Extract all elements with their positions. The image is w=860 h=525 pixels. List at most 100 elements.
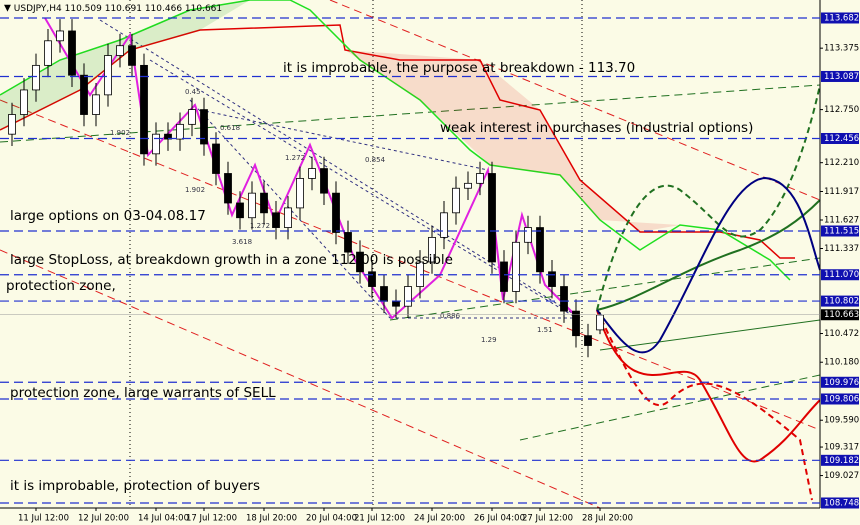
candle-body bbox=[344, 232, 352, 253]
candle-body bbox=[320, 168, 328, 194]
level-label: 111.070 bbox=[824, 270, 859, 280]
annotation: protection zone, bbox=[6, 278, 116, 294]
x-tick-label: 14 Jul 04:00 bbox=[138, 514, 189, 524]
fib-label: 0.854 bbox=[365, 156, 386, 164]
x-tick-label: 24 Jul 20:00 bbox=[414, 514, 465, 524]
y-tick-label: 111.337 bbox=[824, 244, 859, 254]
annotation: it is improbable, the purpose at breakdo… bbox=[283, 60, 635, 76]
low: 110.466 bbox=[145, 4, 182, 14]
y-tick-label: 112.210 bbox=[824, 158, 859, 168]
level-label: 113.682 bbox=[824, 13, 859, 23]
candle-body bbox=[92, 94, 100, 115]
y-tick-label: 110.472 bbox=[824, 329, 859, 339]
candle-body bbox=[188, 109, 196, 125]
candle-body bbox=[212, 143, 220, 174]
level-label: 108.748 bbox=[824, 498, 859, 508]
level-label-bg bbox=[821, 497, 859, 509]
fib-label: 1.272 bbox=[285, 154, 305, 162]
x-tick-label: 27 Jul 12:00 bbox=[522, 514, 573, 524]
annotation: weak interest in purchases (industrial o… bbox=[440, 120, 753, 136]
fib-label: 0.886 bbox=[440, 312, 461, 320]
high: 110.691 bbox=[105, 4, 142, 14]
candle-body bbox=[428, 236, 436, 263]
level-label: 109.806 bbox=[824, 394, 859, 404]
fib-label: 3.618 bbox=[232, 238, 252, 246]
y-tick-label: 110.180 bbox=[824, 358, 859, 368]
fib-labels: 1.902 0.45 0.618 1.272 0.854 1.902 3.618… bbox=[110, 88, 553, 344]
annotation: large StopLoss, at breakdown growth in a… bbox=[10, 252, 453, 268]
level-label: 113.087 bbox=[824, 72, 859, 82]
candle-body bbox=[56, 30, 64, 42]
x-tick-label: 17 Jul 12:00 bbox=[186, 514, 237, 524]
level-label-bg bbox=[821, 376, 859, 388]
annotations: it is improbable, the purpose at breakdo… bbox=[6, 60, 753, 494]
candle-body bbox=[536, 227, 544, 273]
candle-body bbox=[356, 251, 364, 273]
candle-body bbox=[152, 133, 160, 155]
fib-label: 1.29 bbox=[481, 336, 497, 344]
level-label-bg bbox=[821, 225, 859, 237]
candle-body bbox=[368, 271, 376, 287]
candle-body bbox=[560, 286, 568, 312]
candle-body bbox=[8, 114, 16, 135]
current-price-label: 110.663 bbox=[824, 310, 859, 320]
fib-label: 1.902 bbox=[185, 186, 205, 194]
marks bbox=[8, 19, 604, 358]
x-tick-label: 26 Jul 04:00 bbox=[474, 514, 525, 524]
candle-body bbox=[464, 182, 472, 189]
candle-body bbox=[548, 271, 556, 287]
candle-body bbox=[32, 64, 40, 91]
level-label-bg bbox=[821, 454, 859, 466]
candle-body bbox=[236, 202, 244, 219]
level-label-bg bbox=[821, 269, 859, 281]
level-label-bg bbox=[821, 295, 859, 307]
level-label: 109.976 bbox=[824, 378, 859, 388]
candle-body bbox=[512, 241, 520, 292]
candle-body bbox=[500, 261, 508, 292]
fib-label: 1.272 bbox=[250, 222, 270, 230]
level-label-bg bbox=[821, 12, 859, 24]
level-label: 110.802 bbox=[824, 297, 859, 307]
candle-body bbox=[596, 314, 604, 331]
x-tick-label: 18 Jul 20:00 bbox=[246, 514, 297, 524]
candle-body bbox=[128, 45, 136, 66]
y-tick-label: 109.590 bbox=[824, 416, 859, 426]
candle-body bbox=[440, 212, 448, 238]
candle-body bbox=[380, 286, 388, 302]
candle-body bbox=[140, 64, 148, 155]
annotation: large options on 03-04.08.17 bbox=[10, 208, 206, 224]
candle-body bbox=[524, 227, 532, 243]
candle-body bbox=[68, 30, 76, 76]
candle-body bbox=[260, 192, 268, 214]
level-label-bg bbox=[821, 393, 859, 405]
candle-body bbox=[80, 74, 88, 115]
candle-body bbox=[332, 192, 340, 233]
y-tick-label: 111.917 bbox=[824, 187, 859, 197]
candle-body bbox=[116, 45, 124, 56]
y-tick-label: 109.027 bbox=[824, 471, 859, 481]
annotation: it is improbable, protection of buyers bbox=[10, 478, 260, 494]
x-tick-label: 20 Jul 04:00 bbox=[306, 514, 357, 524]
y-tick-label: 112.750 bbox=[824, 105, 859, 115]
candle-body bbox=[392, 300, 400, 307]
x-tick-label: 21 Jul 12:00 bbox=[354, 514, 405, 524]
candle-body bbox=[272, 212, 280, 228]
fib-label: 1.51 bbox=[537, 326, 553, 334]
fib-label: 0.618 bbox=[220, 124, 240, 132]
candle-body bbox=[296, 178, 304, 209]
candle-body bbox=[452, 187, 460, 214]
fib-label: 1.902 bbox=[110, 129, 130, 137]
current-price-bg bbox=[821, 309, 859, 321]
close: 110.661 bbox=[185, 4, 222, 14]
candle-body bbox=[404, 286, 412, 307]
symbol: ▼ USDJPY,H4 110.509 110.691 110.466 110.… bbox=[4, 4, 222, 14]
open: 110.509 bbox=[65, 4, 102, 14]
candle-body bbox=[488, 173, 496, 263]
candle-body bbox=[20, 89, 28, 115]
candle-body bbox=[476, 173, 484, 184]
candle-body bbox=[104, 55, 112, 96]
level-label-bg bbox=[821, 133, 859, 145]
candle-body bbox=[200, 109, 208, 145]
symbol-name: USDJPY,H4 bbox=[14, 4, 62, 14]
level-label: 112.456 bbox=[824, 134, 859, 144]
